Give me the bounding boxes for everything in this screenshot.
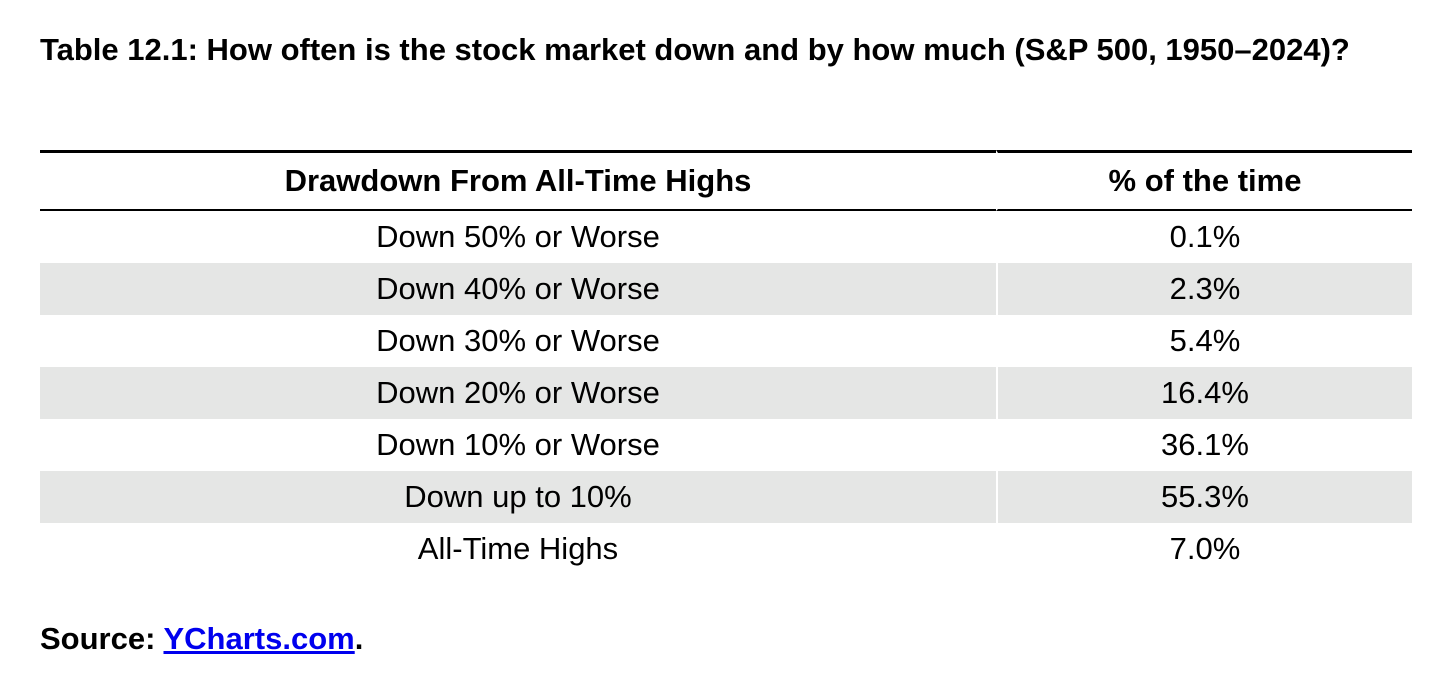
- drawdown-cell: Down 50% or Worse: [376, 219, 660, 254]
- table-row: Down up to 10% 55.3%: [40, 471, 1412, 523]
- source-link[interactable]: YCharts.com: [163, 621, 355, 656]
- table-row: Down 40% or Worse 2.3%: [40, 263, 1412, 315]
- percent-cell: 2.3%: [996, 263, 1412, 315]
- source-label: Source:: [40, 621, 164, 656]
- table-title: Table 12.1: How often is the stock marke…: [40, 32, 1350, 67]
- drawdown-cell: Down 20% or Worse: [40, 367, 996, 419]
- percent-cell: 5.4%: [996, 315, 1412, 367]
- drawdown-cell: Down 40% or Worse: [40, 263, 996, 315]
- table-row: Down 30% or Worse 5.4%: [40, 315, 1412, 367]
- table-row: Down 50% or Worse 0.1%: [40, 211, 1412, 263]
- table-row: All-Time Highs 7.0%: [40, 523, 1412, 575]
- percent-cell: 36.1%: [996, 419, 1412, 471]
- percent-cell: 55.3%: [996, 471, 1412, 523]
- drawdown-cell: Down 30% or Worse: [376, 323, 660, 358]
- drawdown-cell: Down up to 10%: [40, 471, 996, 523]
- header-drawdown: Drawdown From All-Time Highs: [40, 150, 996, 211]
- table-header-row: Drawdown From All-Time Highs % of the ti…: [40, 150, 1412, 211]
- drawdown-cell: All-Time Highs: [417, 531, 619, 566]
- percent-cell: 0.1%: [996, 211, 1412, 263]
- percent-cell: 7.0%: [996, 523, 1412, 575]
- percent-cell: 16.4%: [996, 367, 1412, 419]
- source-note: Source: YCharts.com.: [40, 619, 363, 659]
- drawdown-cell: Down 10% or Worse: [376, 427, 660, 462]
- table-row: Down 20% or Worse 16.4%: [40, 367, 1412, 419]
- header-percent-of-time: % of the time: [996, 150, 1412, 211]
- drawdown-table: Drawdown From All-Time Highs % of the ti…: [40, 150, 1412, 575]
- table-row: Down 10% or Worse 36.1%: [40, 419, 1412, 471]
- source-suffix: .: [354, 621, 364, 656]
